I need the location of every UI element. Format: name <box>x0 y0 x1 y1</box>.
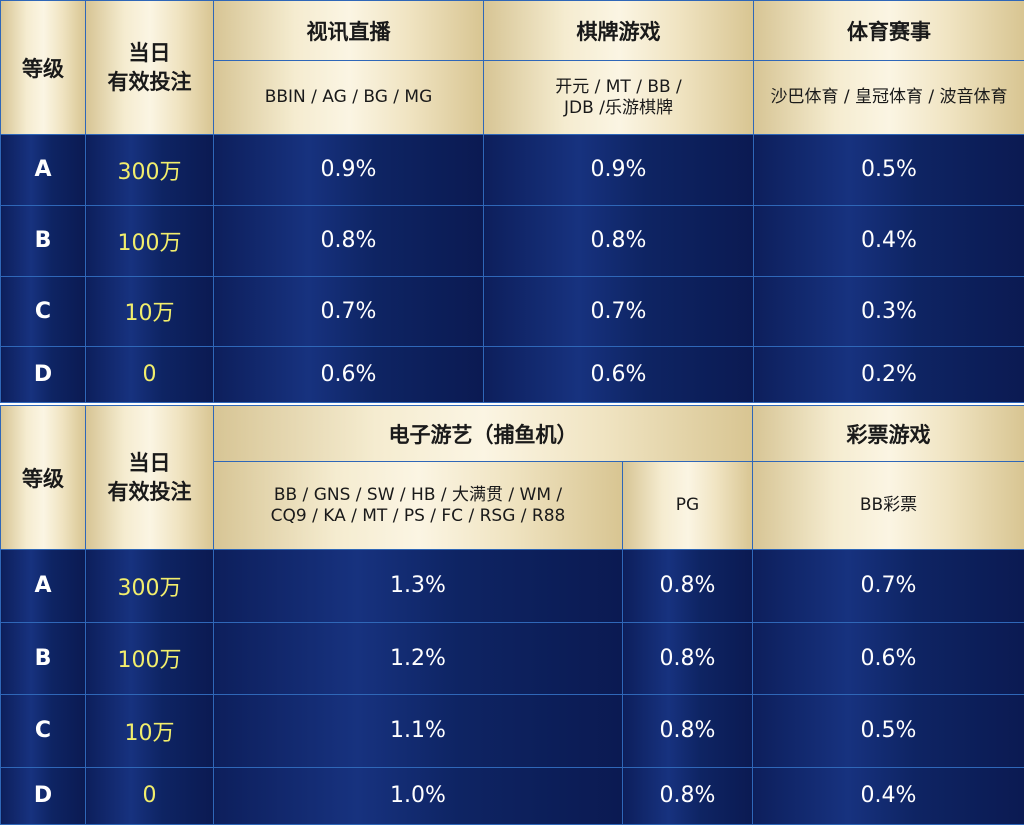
cell-level: D <box>0 766 86 825</box>
header-providers-electronic-line2: CQ9 / KA / MT / PS / FC / RSG / R88 <box>270 505 566 526</box>
cell-rate-lottery: 0.4% <box>752 766 1024 825</box>
header-category-board: 棋牌游戏 <box>483 0 754 61</box>
cell-amount: 10万 <box>85 275 214 348</box>
cell-rate-live: 0.8% <box>213 204 484 277</box>
cell-level: C <box>0 275 86 348</box>
cell-level: C <box>0 694 86 768</box>
header-category-electronic: 电子游艺（捕鱼机） <box>213 405 753 462</box>
header-providers-board-line1: 开元 / MT / BB / <box>555 76 682 97</box>
cell-rate-pg: 0.8% <box>622 621 753 696</box>
cell-level: D <box>0 346 86 403</box>
header-providers-electronic-line1: BB / GNS / SW / HB / 大满贯 / WM / <box>273 484 563 505</box>
table-row: C 10万 0.7% 0.7% 0.3% <box>0 275 1024 348</box>
cell-level: B <box>0 204 86 277</box>
header-daily-bet-line2: 有效投注 <box>107 69 192 94</box>
header-daily-bet: 当日 有效投注 <box>85 405 214 550</box>
cell-rate-pg: 0.8% <box>622 549 753 623</box>
cell-rate-electronic: 1.1% <box>213 694 623 768</box>
cell-amount: 10万 <box>85 694 214 768</box>
cell-amount: 0 <box>85 766 214 825</box>
header-level: 等级 <box>0 0 86 135</box>
rebate-table-electronic-lottery: 等级 当日 有效投注 电子游艺（捕鱼机） 彩票游戏 BB / GNS / SW … <box>0 405 1024 825</box>
cell-rate-sports: 0.5% <box>753 134 1024 206</box>
rebate-table-live-board-sports: 等级 当日 有效投注 视讯直播 棋牌游戏 体育赛事 BBIN / AG / BG… <box>0 0 1024 403</box>
cell-rate-live: 0.6% <box>213 346 484 403</box>
cell-rate-sports: 0.4% <box>753 204 1024 277</box>
cell-rate-sports: 0.2% <box>753 346 1024 403</box>
header-providers-electronic: BB / GNS / SW / HB / 大满贯 / WM / CQ9 / KA… <box>213 461 623 550</box>
cell-rate-pg: 0.8% <box>622 694 753 768</box>
cell-amount: 0 <box>85 346 214 403</box>
cell-rate-lottery: 0.5% <box>752 694 1024 768</box>
cell-rate-live: 0.7% <box>213 275 484 348</box>
cell-rate-sports: 0.3% <box>753 275 1024 348</box>
header-daily-bet-line1: 当日 <box>128 450 171 475</box>
cell-rate-electronic: 1.0% <box>213 766 623 825</box>
cell-rate-board: 0.8% <box>483 204 754 277</box>
header-providers-lottery: BB彩票 <box>752 461 1024 550</box>
header-daily-bet-line1: 当日 <box>128 40 171 65</box>
cell-rate-pg: 0.8% <box>622 766 753 825</box>
header-providers-board: 开元 / MT / BB / JDB /乐游棋牌 <box>483 60 754 135</box>
cell-rate-live: 0.9% <box>213 134 484 206</box>
header-category-live: 视讯直播 <box>213 0 484 61</box>
header-level: 等级 <box>0 405 86 550</box>
header-category-sports: 体育赛事 <box>753 0 1024 61</box>
header-providers-live: BBIN / AG / BG / MG <box>213 60 484 135</box>
table-row: B 100万 1.2% 0.8% 0.6% <box>0 621 1024 696</box>
cell-rate-board: 0.6% <box>483 346 754 403</box>
header-providers-pg: PG <box>622 461 753 550</box>
header-category-lottery: 彩票游戏 <box>752 405 1024 462</box>
cell-rate-board: 0.7% <box>483 275 754 348</box>
cell-rate-electronic: 1.3% <box>213 549 623 623</box>
header-providers-sports: 沙巴体育 / 皇冠体育 / 波音体育 <box>753 60 1024 135</box>
cell-level: B <box>0 621 86 696</box>
cell-rate-lottery: 0.6% <box>752 621 1024 696</box>
table-row: C 10万 1.1% 0.8% 0.5% <box>0 694 1024 768</box>
cell-level: A <box>0 549 86 623</box>
cell-rate-board: 0.9% <box>483 134 754 206</box>
cell-level: A <box>0 134 86 206</box>
table-row: B 100万 0.8% 0.8% 0.4% <box>0 204 1024 277</box>
cell-amount: 300万 <box>85 549 214 623</box>
header-providers-board-line2: JDB /乐游棋牌 <box>564 97 673 118</box>
cell-amount: 300万 <box>85 134 214 206</box>
table-row: A 300万 0.9% 0.9% 0.5% <box>0 134 1024 206</box>
cell-rate-electronic: 1.2% <box>213 621 623 696</box>
header-daily-bet-line2: 有效投注 <box>107 479 192 504</box>
table-row: D 0 1.0% 0.8% 0.4% <box>0 766 1024 825</box>
header-daily-bet: 当日 有效投注 <box>85 0 214 135</box>
cell-amount: 100万 <box>85 621 214 696</box>
table-row: D 0 0.6% 0.6% 0.2% <box>0 346 1024 403</box>
table-row: A 300万 1.3% 0.8% 0.7% <box>0 549 1024 623</box>
cell-amount: 100万 <box>85 204 214 277</box>
cell-rate-lottery: 0.7% <box>752 549 1024 623</box>
